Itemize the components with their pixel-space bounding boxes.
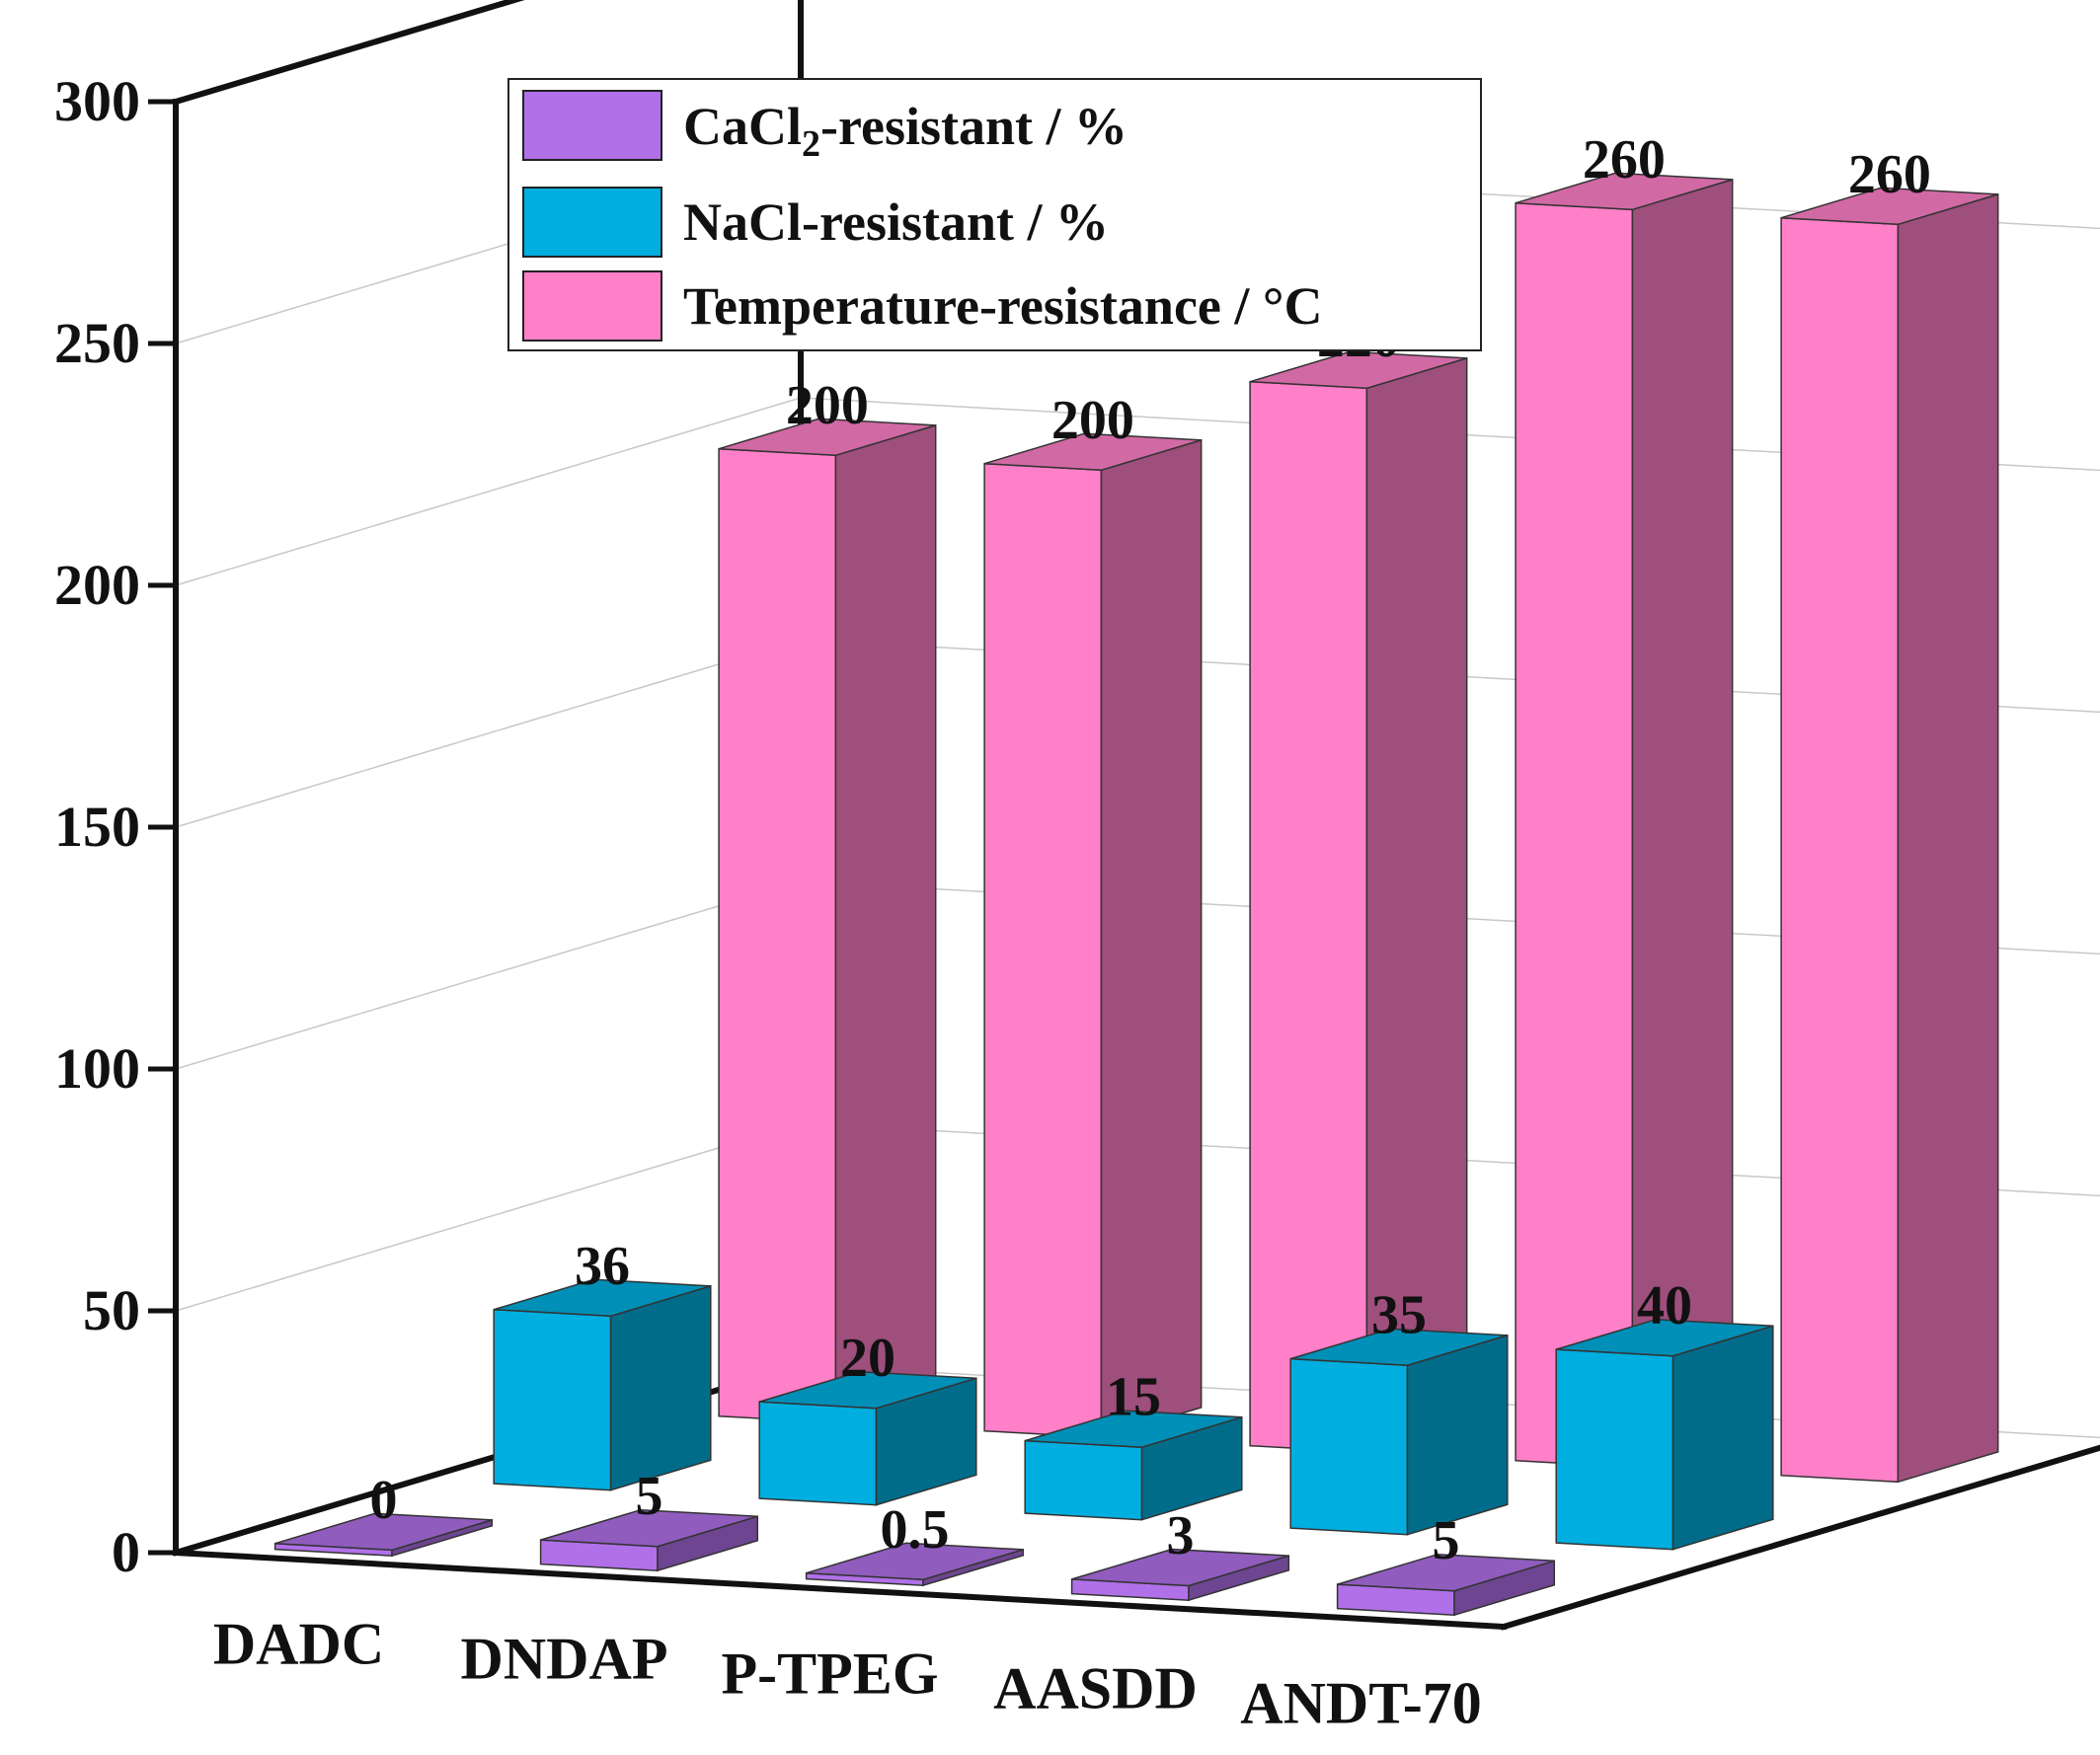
bar-p-tpeg-series-2	[1249, 350, 1468, 1454]
bar-front-face	[983, 462, 1103, 1439]
legend: CaCl2-resistant / % NaCl-resistant / % T…	[507, 78, 1482, 351]
bar-value-label: 0.5	[880, 1499, 949, 1561]
side-gridline	[175, 880, 802, 1070]
bar-dadc-series-1	[493, 1278, 712, 1491]
legend-cacl2-rest: -resistant / %	[820, 97, 1128, 156]
legend-swatch-temperature	[522, 270, 662, 342]
bar-dndap-series-1	[758, 1370, 977, 1506]
left-top-edge	[172, 0, 525, 106]
bar-side-face	[609, 1284, 712, 1491]
bar-front-face	[493, 1308, 612, 1491]
bar-top-face	[1555, 1318, 1774, 1357]
x-category-label: P-TPEG	[722, 1641, 939, 1707]
side-gridline	[175, 639, 802, 828]
bar-value-label: 35	[1371, 1285, 1427, 1346]
bar-top-face	[1337, 1553, 1555, 1592]
x-category-label: DADC	[213, 1612, 384, 1677]
bar-top-face	[718, 418, 936, 457]
bar-aasdd-series-2	[1515, 172, 1734, 1469]
bar-value-label: 36	[575, 1236, 630, 1297]
bar-side-face	[1897, 192, 1999, 1484]
bar-top-face	[274, 1512, 493, 1552]
bar-value-label: 40	[1637, 1275, 1692, 1336]
bar-front-face	[1024, 1439, 1143, 1521]
legend-label-temperature: Temperature-resistance / °C	[683, 276, 1322, 336]
bar-value-label: 200	[786, 375, 869, 436]
bar-value-label: 5	[1432, 1510, 1459, 1571]
bar-front-face	[1555, 1348, 1674, 1551]
bars-layer	[273, 172, 1999, 1617]
y-tick-label: 300	[54, 69, 140, 133]
bar-front-face	[1289, 1357, 1409, 1536]
bar-front-face	[718, 447, 837, 1424]
y-tick-label: 0	[112, 1520, 140, 1584]
bar-top-face	[493, 1278, 712, 1318]
axis-right-bottom	[1500, 1444, 2100, 1631]
bar-side-face	[834, 423, 937, 1424]
legend-label-cacl2: CaCl2-resistant / %	[683, 97, 1128, 165]
bar-value-label: 15	[1106, 1367, 1161, 1428]
bar-front-face	[758, 1401, 878, 1506]
bar-andt-70-series-2	[1780, 187, 1999, 1484]
bar-top-face	[806, 1542, 1024, 1581]
bar-dndap-series-2	[983, 432, 1203, 1439]
axis-front-bottom	[172, 1549, 1508, 1631]
bar-top-face	[1289, 1328, 1509, 1366]
bar-andt-70-series-1	[1555, 1318, 1774, 1551]
bar-value-label: 20	[840, 1328, 895, 1389]
bar-top-face	[1024, 1410, 1243, 1448]
legend-cacl2-main: CaCl	[683, 97, 802, 156]
bar-value-label: 260	[1848, 144, 1931, 205]
side-gridline	[175, 397, 802, 586]
bar-andt-70-series-0	[1336, 1553, 1556, 1617]
bar-top-face	[1515, 172, 1733, 211]
y-tick-label: 150	[54, 795, 140, 859]
bar-p-tpeg-series-0	[805, 1542, 1025, 1587]
bar-top-face	[1071, 1548, 1289, 1587]
y-tick-label: 50	[83, 1278, 140, 1342]
bar-value-label: 260	[1583, 129, 1666, 191]
bar-aasdd-series-1	[1289, 1328, 1509, 1536]
legend-cacl2-subscript: 2	[802, 123, 820, 165]
bar-aasdd-series-0	[1070, 1548, 1290, 1602]
side-gridline	[175, 1122, 802, 1312]
legend-swatch-nacl	[522, 187, 662, 258]
bar-dadc-series-0	[273, 1512, 494, 1558]
bar-side-face	[1672, 1325, 1774, 1551]
bar-top-face	[1780, 187, 1998, 226]
y-tick-label: 100	[54, 1036, 140, 1101]
bar-front-face	[1515, 201, 1634, 1469]
bar-side-face	[1100, 438, 1203, 1439]
labels-layer: 0501001502002503002002002202602603620153…	[54, 69, 1931, 1736]
y-tick-label: 200	[54, 553, 140, 617]
bar-dndap-series-0	[539, 1508, 759, 1572]
bar-top-face	[1249, 350, 1467, 390]
x-category-label: ANDT-70	[1240, 1671, 1481, 1736]
legend-swatch-cacl2	[522, 90, 662, 161]
bar-side-face	[1406, 1334, 1509, 1536]
bar-value-label: 0	[369, 1470, 397, 1531]
bar-side-face	[1631, 178, 1734, 1469]
y-tick-label: 250	[54, 311, 140, 375]
legend-label-nacl: NaCl-resistant / %	[683, 192, 1109, 252]
bar-front-face	[1249, 380, 1368, 1454]
bar-value-label: 200	[1051, 390, 1134, 451]
bar-top-face	[540, 1508, 758, 1548]
bar-value-label: 5	[635, 1466, 662, 1527]
legend-box	[507, 78, 1482, 351]
bar-top-face	[983, 432, 1202, 472]
bar-value-label: 3	[1166, 1505, 1194, 1566]
x-category-label: AASDD	[993, 1656, 1198, 1721]
bar-dadc-series-2	[718, 418, 937, 1424]
bar-front-face	[1780, 216, 1900, 1484]
bar-p-tpeg-series-1	[1024, 1410, 1243, 1521]
bar-top-face	[758, 1370, 977, 1410]
x-category-label: DNDAP	[461, 1627, 668, 1692]
